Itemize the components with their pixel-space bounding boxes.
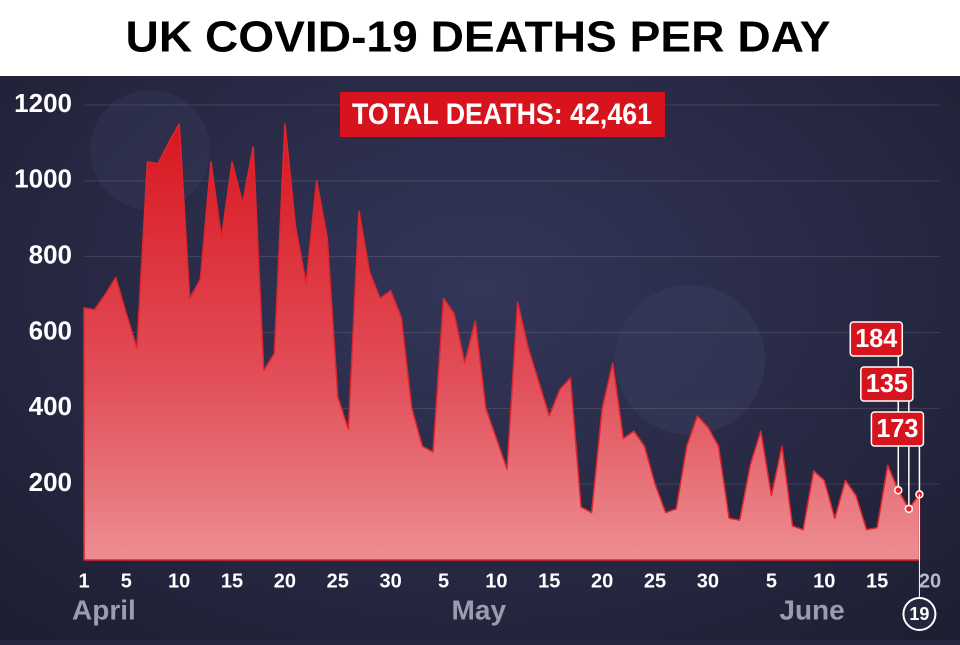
x-tick-label: 10 (485, 570, 507, 592)
data-point (894, 485, 903, 495)
callout-box (870, 411, 925, 447)
x-tick-label: 20 (591, 570, 613, 592)
y-tick-label: 600 (29, 315, 72, 345)
month-label: June (779, 594, 844, 625)
y-tick-label: 1200 (14, 88, 72, 118)
y-tick-label: 200 (29, 467, 72, 497)
annotation: TOTAL DEATHS: 42,461 (352, 98, 652, 131)
month-label: May (452, 594, 507, 625)
x-tick-label: 15 (221, 570, 243, 592)
x-tick-label: 30 (380, 570, 402, 592)
x-tick-label: 5 (766, 570, 777, 592)
y-tick-label: 400 (29, 391, 72, 421)
title-banner (0, 0, 960, 76)
virus-decoration (615, 285, 765, 435)
y-tick-label: 800 (29, 240, 72, 270)
x-tick-label: 15 (538, 570, 560, 592)
month-label: April (72, 594, 136, 625)
x-tick-label: 20 (919, 570, 941, 592)
x-tick-label: 10 (168, 570, 190, 592)
value-label: 135 (866, 368, 908, 398)
x-tick-label: 5 (438, 570, 449, 592)
x-tick-label: 5 (121, 570, 132, 592)
x-tick-label: 10 (813, 570, 835, 592)
value-label: 184 (855, 323, 898, 353)
callout-box (849, 321, 904, 357)
y-tick-label: 1000 (14, 164, 72, 194)
value-label: 173 (876, 413, 918, 443)
annotation-box (340, 92, 665, 137)
x-tick-label: 1 (78, 570, 89, 592)
x-tick-label: 25 (644, 570, 666, 592)
data-point (904, 504, 914, 514)
chart-title: UK COVID-19 DEATHS PER DAY (126, 13, 831, 62)
x-tick-label: 19 (909, 604, 929, 624)
x-tick-label: 30 (697, 570, 719, 592)
x-tick-label: 20 (274, 570, 296, 592)
x-tick-label: 25 (327, 570, 349, 592)
highlight-circle (902, 597, 937, 631)
area (83, 123, 921, 561)
x-tick-label: 15 (866, 570, 888, 592)
callout-box (860, 366, 914, 402)
